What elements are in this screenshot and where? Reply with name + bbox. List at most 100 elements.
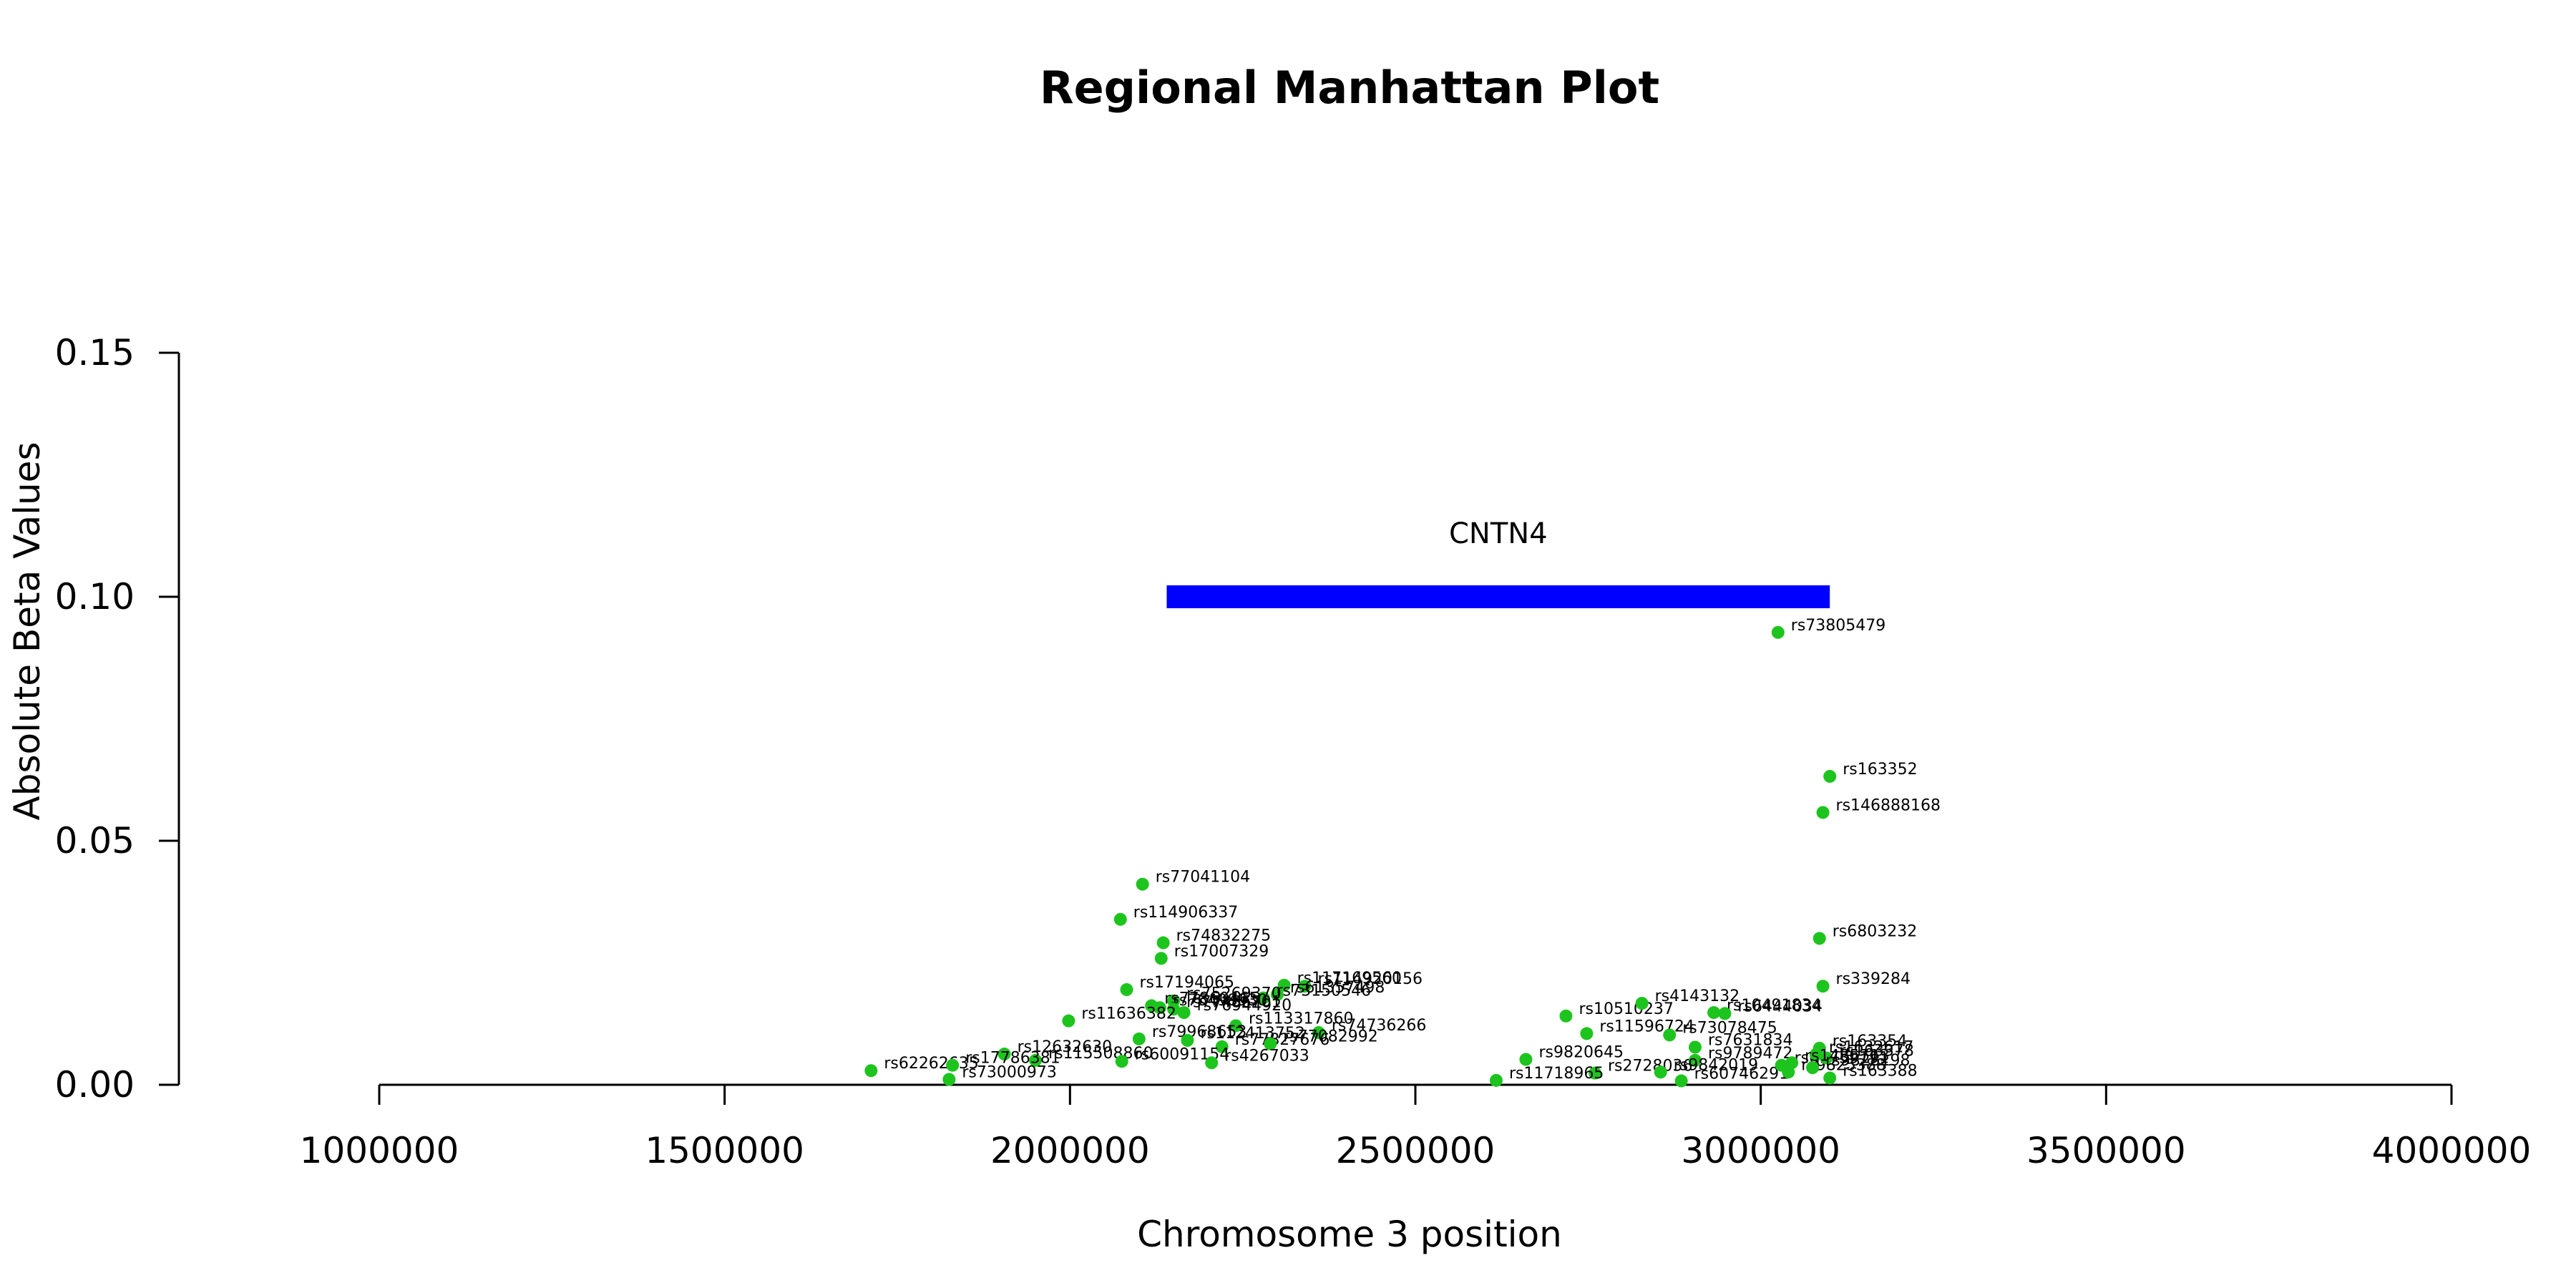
snp-point [1813, 932, 1826, 945]
snp-point [1663, 1028, 1677, 1042]
gene-bar [1166, 585, 1830, 608]
x-tick-label: 1500000 [645, 1130, 804, 1171]
gene-track: CNTN4 [1166, 517, 1830, 608]
snp-label: rs117169560 [1297, 970, 1402, 987]
snp-label: rs115508860 [1048, 1045, 1153, 1063]
chart-title: Regional Manhattan Plot [1040, 62, 1659, 114]
snp-point [864, 1064, 878, 1078]
x-axis: 1000000 1500000 2000000 2500000 3000000 35000… [300, 1083, 2532, 1171]
snp-label: rs7631834 [1708, 1031, 1793, 1049]
snp-point [1153, 1001, 1166, 1015]
snp-point [1229, 1019, 1243, 1033]
snp-label: rs339284 [1836, 970, 1911, 988]
snp-point [1771, 625, 1785, 639]
snp-label: rs17007329 [1174, 942, 1269, 960]
snp-point [1718, 1007, 1732, 1020]
snp-point [1312, 1026, 1325, 1040]
snp-point [1132, 1032, 1146, 1045]
snp-label: rs73000973 [962, 1063, 1056, 1081]
y-tick-label: 0.00 [55, 1064, 135, 1106]
snp-point [1205, 1056, 1219, 1070]
snp-label: rs73078475 [1682, 1019, 1777, 1037]
snp-point [1029, 1053, 1043, 1067]
snp-point [1816, 806, 1830, 819]
snp-label: rs74832275 [1176, 927, 1271, 945]
snp-point [1823, 769, 1837, 783]
snp-label: rs146888168 [1836, 796, 1941, 814]
snp-point [1270, 987, 1284, 1001]
snp-label: rs113317860 [1249, 1010, 1353, 1028]
snp-label: rs77082992 [1283, 1028, 1377, 1046]
snp-label: rs6803232 [1833, 922, 1918, 940]
snp-point [1115, 1055, 1128, 1068]
snp-point [1823, 1071, 1837, 1085]
snp-label: rs11636382 [1081, 1005, 1176, 1023]
snp-point [1167, 1002, 1181, 1016]
snp-point [1154, 952, 1168, 965]
snp-label: rs75269370 [1186, 985, 1281, 1003]
snp-label: rs62262635 [884, 1055, 978, 1073]
snp-point [1816, 980, 1830, 993]
x-tick-label: 4000000 [2372, 1130, 2532, 1171]
snp-label: rs73805479 [1791, 617, 1885, 635]
x-axis-label: Chromosome 3 position [1137, 1214, 1562, 1255]
snp-label: rs79968653 [1152, 1023, 1246, 1041]
snp-label: rs2728036 [1608, 1058, 1693, 1075]
snp-label: rs10491834 [1727, 997, 1821, 1015]
snp-label: rs114920156 [1318, 970, 1423, 988]
snp-point [1519, 1053, 1533, 1066]
snp-label: rs17194065 [1139, 974, 1234, 992]
snp-label: rs112413752 [1200, 1025, 1304, 1043]
snp-label: rs61357498 [1290, 979, 1385, 997]
snp-label: rs1632617 [1829, 1039, 1914, 1057]
snp-point [1580, 1027, 1594, 1040]
snp-point [1635, 997, 1649, 1010]
snp-point [1674, 1074, 1688, 1088]
y-tick-label: 0.05 [55, 820, 135, 862]
y-tick-label: 0.10 [55, 576, 135, 618]
y-axis: 0.00 0.05 0.10 0.15 [55, 332, 180, 1106]
snp-label: rs77827676 [1235, 1031, 1330, 1049]
snp-point [942, 1073, 956, 1086]
snp-label: rs76498930 [1173, 992, 1267, 1010]
snp-label: rs163388 [1843, 1062, 1918, 1080]
snp-points: rs73805479 rs163352 rs146888168 rs77041104 r… [864, 617, 1941, 1088]
snp-label: rs11596724 [1599, 1018, 1694, 1035]
snp-point [1120, 983, 1133, 997]
snp-label: rs77486701 [1186, 993, 1281, 1011]
snp-point [1298, 980, 1312, 993]
snp-point [1820, 1051, 1833, 1065]
x-ticks: 1000000 1500000 2000000 2500000 3000000 35000… [300, 1085, 2532, 1171]
snp-label: rs4143132 [1655, 987, 1740, 1005]
snp-point [1156, 936, 1170, 950]
snp-point [1688, 1040, 1702, 1054]
snp-label: rs114906337 [1133, 904, 1238, 922]
snp-point [1559, 1009, 1573, 1023]
snp-point [1177, 1006, 1191, 1020]
snp-point [946, 1058, 960, 1072]
snp-point [1062, 1014, 1075, 1028]
snp-point [1181, 1033, 1194, 1047]
snp-point [1215, 1040, 1229, 1053]
snp-point [1785, 1056, 1799, 1070]
gene-label: CNTN4 [1449, 517, 1548, 550]
snp-label: rs17786381 [965, 1050, 1060, 1068]
y-tick-label: 0.15 [55, 332, 135, 374]
snp-label: rs12632630 [1018, 1038, 1112, 1056]
snp-point [997, 1048, 1011, 1061]
snp-label: rs4267033 [1224, 1047, 1309, 1065]
snp-point [1264, 1037, 1277, 1050]
snp-point [1809, 1048, 1823, 1061]
snp-label: rs77860465 [1164, 990, 1259, 1008]
snp-point [1707, 1006, 1721, 1020]
y-ticks: 0.00 0.05 0.10 0.15 [55, 332, 179, 1106]
snp-label: rs163354 [1833, 1033, 1908, 1050]
x-tick-label: 3500000 [2026, 1130, 2186, 1171]
snp-point [1806, 1061, 1820, 1075]
snp-label: rs163352 [1843, 761, 1918, 779]
snp-point [1136, 877, 1149, 891]
snp-label: rs9828198 [1825, 1052, 1911, 1070]
snp-label: rs163378 [1839, 1042, 1914, 1060]
snp-label: rs11718965 [1509, 1065, 1604, 1083]
